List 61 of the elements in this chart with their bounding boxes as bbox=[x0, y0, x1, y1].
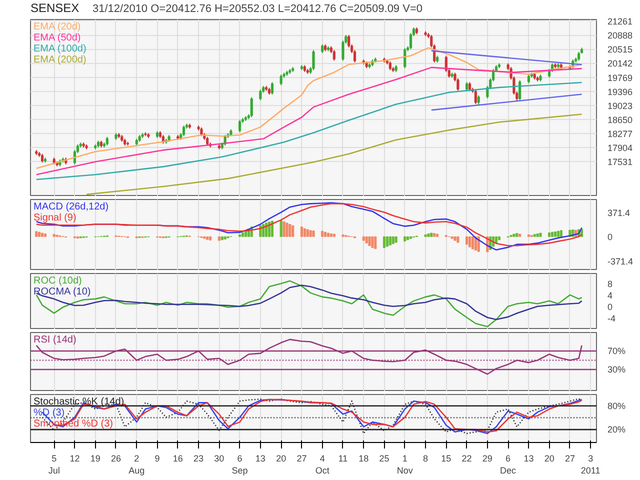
series-label: Stochastic %K (14d) bbox=[34, 396, 124, 408]
y-tick-label: 18650 bbox=[608, 115, 633, 126]
series-label: RSI (14d) bbox=[34, 334, 76, 346]
x-tick-label: 11 bbox=[338, 454, 348, 464]
x-tick-label: 6 Sep bbox=[232, 454, 248, 476]
x-tick-label: 23 bbox=[194, 454, 204, 464]
x-tick-label: 18 bbox=[358, 454, 369, 464]
text: EMA (200d) bbox=[34, 54, 86, 66]
x-tick-label: 16 bbox=[172, 454, 183, 464]
y-tick-label: 0 bbox=[608, 232, 613, 242]
y-tick-label: -4 bbox=[608, 313, 616, 324]
series-label: ROCMA (10) bbox=[34, 286, 91, 298]
series-label: Signal (9) bbox=[34, 212, 76, 224]
x-tick-label: 13 bbox=[524, 454, 534, 464]
text: EMA (20d) bbox=[34, 22, 81, 32]
x-tick-label: 15 bbox=[441, 454, 452, 464]
x-tick-label: 8 bbox=[423, 454, 428, 464]
y-tick-label: 70% bbox=[608, 346, 626, 356]
x-tick-label: 26 bbox=[110, 454, 121, 464]
x-tick-label: 20 bbox=[276, 454, 286, 464]
y-tick-label: 80% bbox=[608, 400, 626, 411]
y-tick-label: 18277 bbox=[608, 129, 633, 140]
x-tick-label: 1 Nov bbox=[396, 454, 414, 476]
text: EMA (100d) bbox=[34, 44, 86, 54]
y-tick-label: 17904 bbox=[608, 143, 633, 154]
y-tick-label: 19023 bbox=[608, 100, 633, 111]
y-tick-label: 371.4 bbox=[608, 208, 630, 218]
chart-subtitle: 31/12/2010 O=20412.76 H=20552.03 L=20412.76 C=20509.09 V=0 bbox=[92, 2, 422, 15]
x-tick-label: 13 bbox=[255, 454, 266, 464]
x-tick-label: 2 Aug bbox=[128, 454, 145, 476]
y-tick-label: 20515 bbox=[608, 44, 633, 55]
x-tick-label: 19 bbox=[90, 454, 100, 464]
text: EMA (50d) bbox=[34, 32, 81, 44]
x-tick-label: 9 bbox=[154, 454, 160, 464]
x-tick-label: 22 bbox=[462, 454, 472, 464]
y-tick-label: 20888 bbox=[608, 30, 633, 41]
y-tick-label: 17531 bbox=[608, 157, 633, 168]
x-tick-label: 27 bbox=[564, 454, 575, 464]
y-tick-label: 19396 bbox=[608, 86, 633, 97]
x-tick-label: 5 Jul bbox=[48, 454, 60, 476]
y-tick-label: 8 bbox=[608, 279, 613, 289]
y-tick-label: 20% bbox=[608, 424, 626, 435]
x-tick-label: 29 bbox=[482, 454, 492, 464]
y-tick-label: 4 bbox=[608, 290, 613, 300]
x-tick-label: 30 bbox=[214, 454, 224, 464]
series-label: MACD (26d,12d) bbox=[34, 202, 109, 212]
x-tick-label: 20 bbox=[544, 454, 554, 464]
y-tick-label: -371.4 bbox=[608, 256, 634, 266]
chart-title: SENSEX bbox=[30, 0, 80, 15]
series-label: ROC (10d) bbox=[34, 276, 82, 286]
y-tick-label: 0 bbox=[608, 302, 613, 312]
y-tick-label: 21261 bbox=[608, 16, 633, 26]
y-tick-label: 20142 bbox=[608, 58, 633, 69]
x-tick-label: 4 Oct bbox=[315, 454, 330, 476]
y-tick-label: 19769 bbox=[608, 72, 633, 83]
x-tick-label: 25 bbox=[379, 454, 390, 464]
y-tick-label: 30% bbox=[608, 364, 626, 374]
x-tick-label: 12 bbox=[70, 454, 80, 464]
x-tick-label: 6 Dec bbox=[500, 454, 517, 476]
x-tick-label: 27 bbox=[296, 454, 307, 464]
x-tick-label: 3 2011 bbox=[580, 454, 600, 476]
